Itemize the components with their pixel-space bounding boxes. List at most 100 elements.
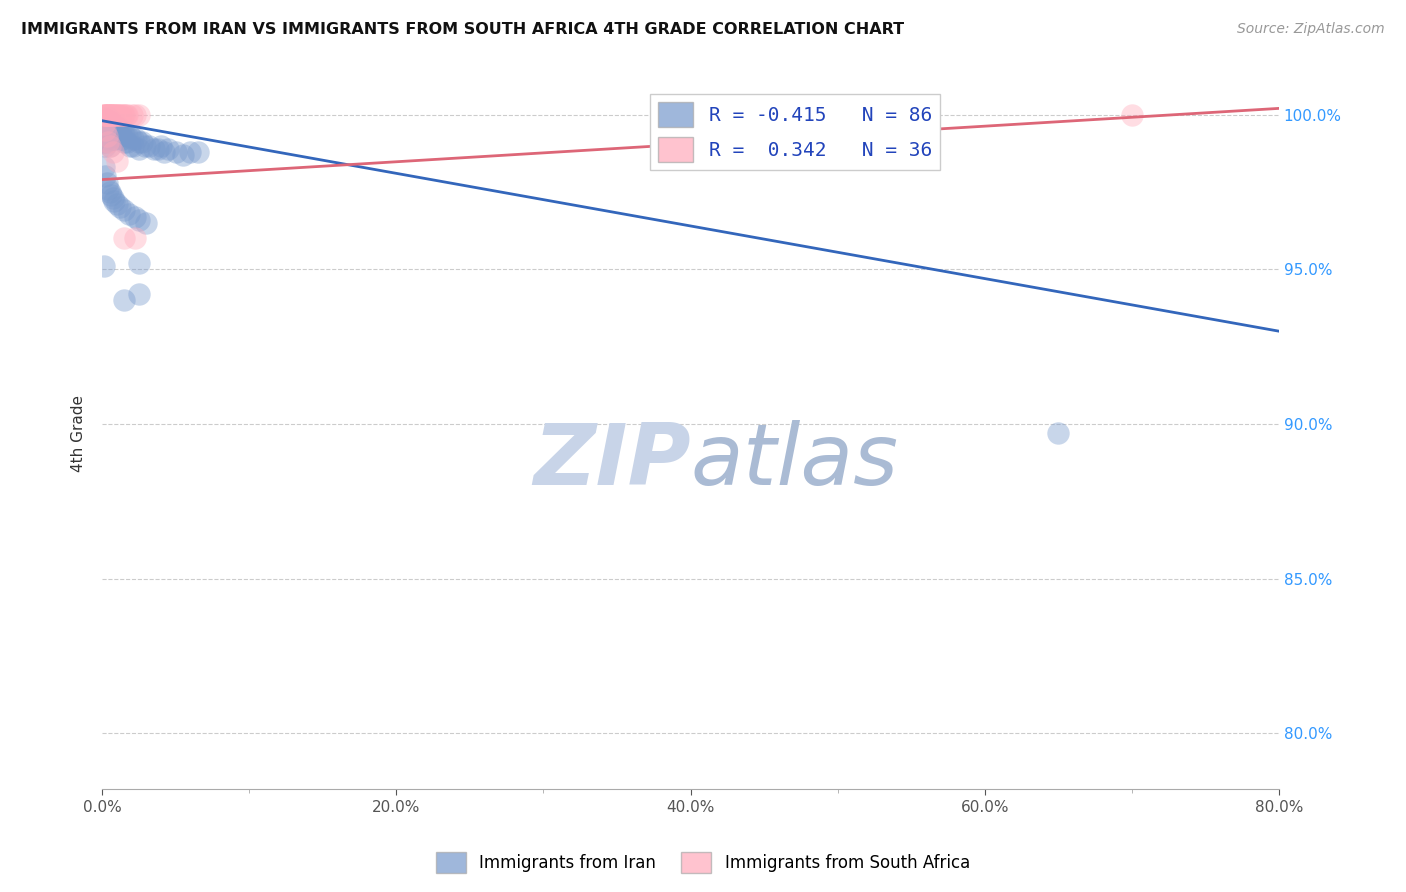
Point	[98, 113, 121, 128]
Point	[104, 117, 127, 131]
Point	[134, 138, 156, 153]
Point	[157, 142, 180, 156]
Point	[108, 201, 131, 215]
Point	[93, 160, 115, 174]
Point	[97, 117, 120, 131]
Point	[108, 107, 131, 121]
Point	[94, 107, 117, 121]
Point	[124, 210, 146, 224]
Point	[96, 176, 118, 190]
Point	[124, 231, 146, 245]
Point	[118, 206, 141, 220]
Point	[142, 142, 165, 156]
Point	[93, 117, 115, 131]
Point	[120, 129, 142, 144]
Point	[96, 117, 118, 131]
Point	[110, 132, 132, 146]
Text: Source: ZipAtlas.com: Source: ZipAtlas.com	[1237, 22, 1385, 37]
Point	[108, 129, 131, 144]
Point	[96, 111, 118, 125]
Point	[94, 123, 117, 137]
Point	[98, 107, 121, 121]
Point	[107, 129, 129, 144]
Point	[104, 126, 127, 140]
Point	[101, 145, 124, 159]
Point	[150, 138, 173, 153]
Point	[105, 197, 128, 211]
Point	[100, 129, 122, 144]
Point	[103, 194, 125, 209]
Point	[98, 129, 121, 144]
Point	[111, 132, 134, 146]
Point	[115, 107, 138, 121]
Point	[110, 107, 132, 121]
Point	[103, 123, 125, 137]
Point	[172, 148, 194, 162]
Point	[112, 136, 135, 150]
Point	[138, 138, 160, 153]
Point	[114, 107, 136, 121]
Point	[97, 136, 120, 150]
Point	[128, 212, 150, 227]
Point	[100, 107, 122, 121]
Point	[93, 259, 115, 273]
Point	[101, 117, 124, 131]
Point	[128, 136, 150, 150]
Point	[100, 120, 122, 134]
Point	[128, 287, 150, 301]
Point	[112, 231, 135, 245]
Point	[96, 126, 118, 140]
Point	[115, 136, 138, 150]
Point	[101, 132, 124, 146]
Point	[112, 203, 135, 218]
Point	[93, 129, 115, 144]
Point	[101, 107, 124, 121]
Point	[122, 138, 145, 153]
Point	[1047, 426, 1070, 441]
Point	[107, 120, 129, 134]
Point	[125, 132, 148, 146]
Point	[93, 123, 115, 137]
Point	[97, 126, 120, 140]
Point	[101, 123, 124, 137]
Point	[153, 145, 176, 159]
Point	[1121, 107, 1143, 121]
Point	[94, 111, 117, 125]
Point	[94, 138, 117, 153]
Point	[93, 111, 115, 125]
Point	[98, 185, 121, 199]
Point	[104, 107, 127, 121]
Point	[122, 132, 145, 146]
Point	[98, 138, 121, 153]
Point	[96, 107, 118, 121]
Point	[120, 138, 142, 153]
Point	[112, 293, 135, 308]
Text: atlas: atlas	[690, 420, 898, 503]
Point	[105, 107, 128, 121]
Point	[111, 126, 134, 140]
Point	[94, 169, 117, 184]
Point	[93, 107, 115, 121]
Point	[187, 145, 209, 159]
Point	[107, 107, 129, 121]
Point	[115, 129, 138, 144]
Point	[94, 117, 117, 131]
Point	[97, 182, 120, 196]
Point	[110, 123, 132, 137]
Point	[108, 123, 131, 137]
Point	[103, 107, 125, 121]
Point	[93, 136, 115, 150]
Legend: Immigrants from Iran, Immigrants from South Africa: Immigrants from Iran, Immigrants from So…	[429, 846, 977, 880]
Point	[135, 216, 157, 230]
Point	[97, 111, 120, 125]
Point	[101, 191, 124, 205]
Point	[96, 132, 118, 146]
Point	[112, 107, 135, 121]
Text: IMMIGRANTS FROM IRAN VS IMMIGRANTS FROM SOUTH AFRICA 4TH GRADE CORRELATION CHART: IMMIGRANTS FROM IRAN VS IMMIGRANTS FROM …	[21, 22, 904, 37]
Y-axis label: 4th Grade: 4th Grade	[72, 395, 86, 472]
Point	[100, 113, 122, 128]
Point	[98, 107, 121, 121]
Point	[105, 126, 128, 140]
Text: ZIP: ZIP	[533, 420, 690, 503]
Point	[100, 107, 122, 121]
